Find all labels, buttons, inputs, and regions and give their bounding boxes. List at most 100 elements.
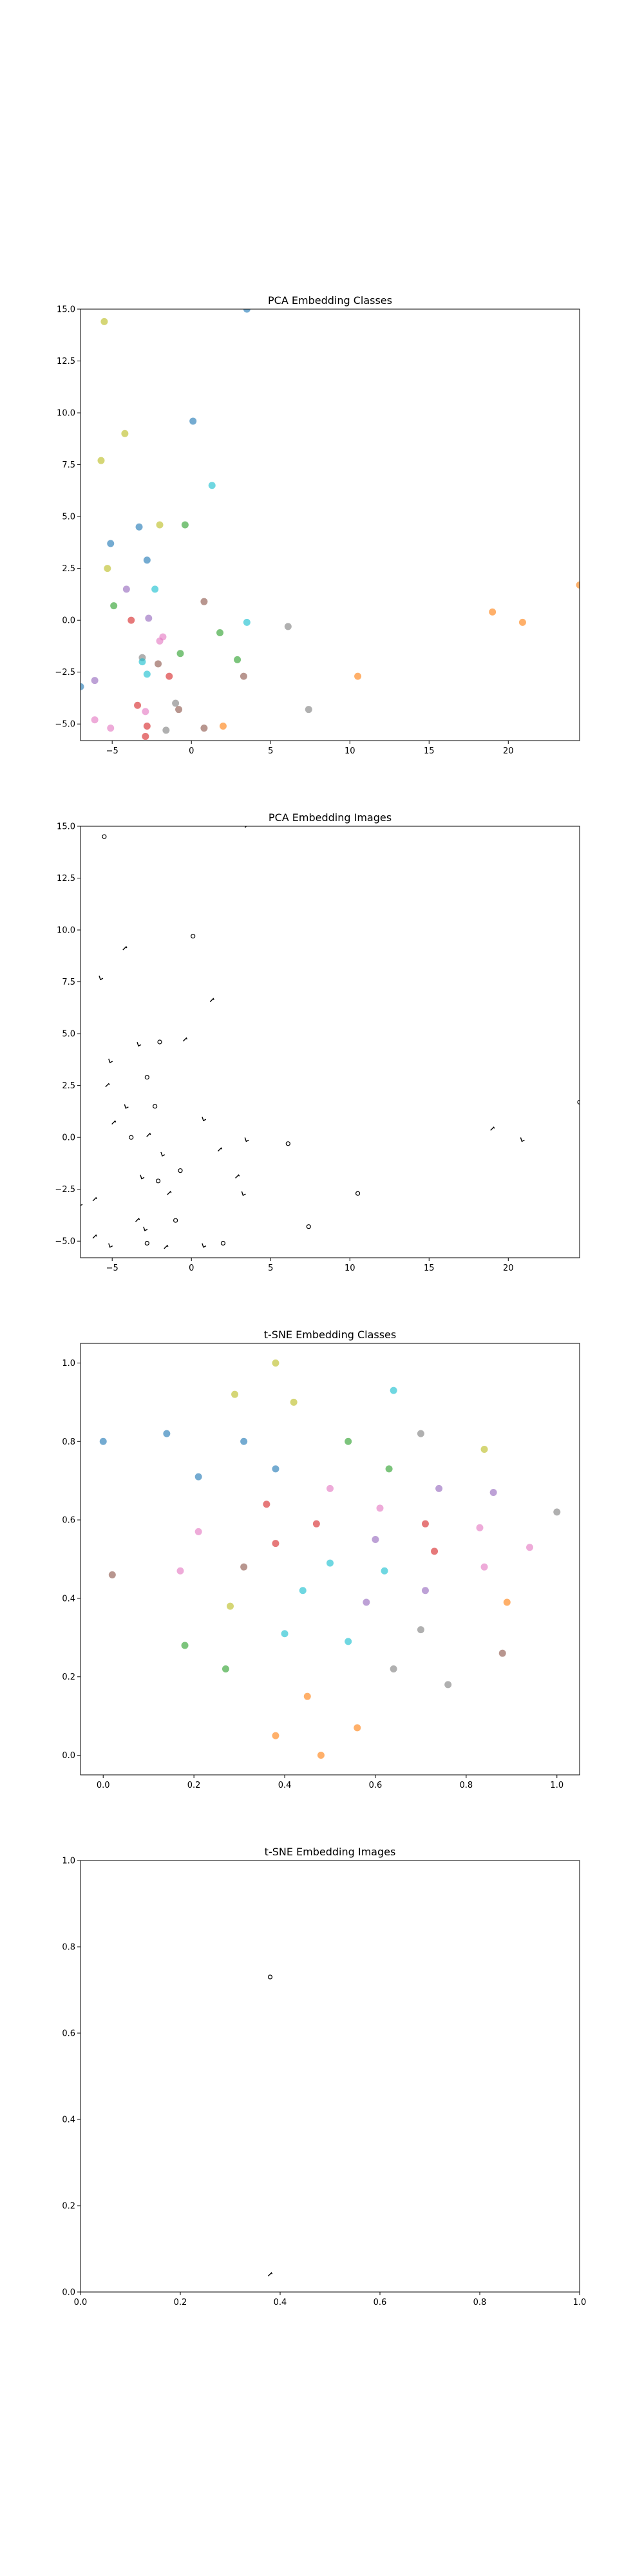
data-point bbox=[385, 1465, 393, 1473]
y-tick-label: 2.5 bbox=[62, 564, 75, 574]
data-point bbox=[208, 482, 216, 489]
data-point bbox=[303, 1692, 311, 1700]
y-tick-label: −5.0 bbox=[55, 1237, 75, 1247]
image-thumbnail-point bbox=[490, 1126, 495, 1131]
y-tick-label: −5.0 bbox=[55, 720, 75, 730]
data-point bbox=[143, 722, 151, 730]
data-point bbox=[121, 430, 129, 437]
data-point bbox=[128, 616, 135, 624]
data-point bbox=[390, 1665, 397, 1673]
image-thumbnail-point bbox=[105, 1083, 110, 1088]
data-point bbox=[317, 1752, 325, 1759]
data-point bbox=[272, 1540, 279, 1548]
y-tick-label: 15.0 bbox=[57, 822, 75, 832]
x-tick-label: 0 bbox=[189, 1264, 194, 1273]
data-point bbox=[143, 670, 151, 678]
data-point bbox=[122, 585, 130, 593]
image-thumbnail-point bbox=[355, 1191, 361, 1196]
image-thumbnail-point bbox=[235, 1174, 240, 1179]
image-thumbnail-point bbox=[202, 1116, 207, 1122]
y-tick-label: 15.0 bbox=[57, 305, 75, 315]
data-point bbox=[376, 1504, 384, 1512]
data-point bbox=[299, 1587, 307, 1595]
data-point bbox=[480, 1445, 488, 1453]
data-point bbox=[489, 608, 497, 616]
data-point bbox=[222, 1665, 229, 1673]
data-point bbox=[107, 540, 115, 547]
data-point bbox=[200, 724, 208, 732]
points bbox=[267, 1975, 273, 2277]
data-point bbox=[176, 650, 184, 658]
chart-title: PCA Embedding Images bbox=[269, 811, 392, 824]
chart-title: t-SNE Embedding Classes bbox=[264, 1329, 396, 1341]
data-point bbox=[172, 699, 180, 707]
data-point bbox=[243, 309, 251, 313]
data-point bbox=[145, 614, 153, 622]
image-thumbnail-point bbox=[144, 1240, 149, 1246]
data-point bbox=[243, 618, 251, 626]
data-point bbox=[417, 1430, 424, 1437]
image-thumbnail-point bbox=[153, 1104, 158, 1109]
axes-frame bbox=[80, 1860, 580, 2293]
data-point bbox=[194, 1528, 202, 1535]
data-point bbox=[176, 1567, 184, 1575]
image-thumbnail-point bbox=[122, 945, 128, 951]
y-tick-label: 0.6 bbox=[62, 2029, 75, 2039]
data-point bbox=[189, 417, 197, 425]
x-tick-label: 0.0 bbox=[74, 2298, 88, 2307]
image-thumbnail-point bbox=[178, 1168, 183, 1173]
y-tick-label: 7.5 bbox=[62, 978, 75, 987]
data-point bbox=[345, 1638, 352, 1645]
data-point bbox=[97, 457, 105, 464]
x-tick-label: 0.0 bbox=[97, 1781, 110, 1790]
x-tick-label: 15 bbox=[424, 1264, 435, 1273]
image-thumbnail-point bbox=[202, 1243, 207, 1248]
image-thumbnail-point bbox=[124, 1104, 129, 1109]
data-point bbox=[194, 1473, 202, 1481]
data-point bbox=[444, 1681, 452, 1689]
data-point bbox=[231, 1390, 239, 1398]
y-tick-label: 12.5 bbox=[57, 874, 75, 884]
chart-title: PCA Embedding Classes bbox=[268, 294, 392, 307]
image-thumbnail-point bbox=[108, 1243, 113, 1248]
y-tick-label: 12.5 bbox=[57, 357, 75, 366]
chart-panel-4: t-SNE Embedding Images 0.0 0.2 0.4 0.6 0.8 1.0… bbox=[62, 1846, 586, 2307]
image-thumbnail-point bbox=[157, 1039, 162, 1045]
data-point bbox=[216, 629, 224, 636]
data-point bbox=[372, 1536, 379, 1544]
data-point bbox=[489, 1488, 497, 1496]
data-point bbox=[80, 683, 84, 690]
data-point bbox=[155, 660, 162, 668]
x-tick-label: 0.8 bbox=[473, 2298, 487, 2307]
image-thumbnail-point bbox=[220, 1240, 226, 1246]
axes-frame bbox=[80, 826, 580, 1258]
y-tick-label: 0.6 bbox=[62, 1516, 75, 1526]
data-point bbox=[576, 581, 580, 589]
chart-title: t-SNE Embedding Images bbox=[265, 1846, 396, 1858]
data-point bbox=[162, 726, 170, 734]
image-thumbnail-point bbox=[140, 1175, 145, 1180]
y-tick-label: −2.5 bbox=[55, 668, 75, 677]
x-tick-label: 1.0 bbox=[550, 1781, 564, 1790]
data-point bbox=[163, 1430, 171, 1437]
data-point bbox=[390, 1387, 397, 1394]
data-point bbox=[151, 585, 159, 593]
y-tick-label: 0.2 bbox=[62, 1672, 75, 1682]
y-tick-label: 0.8 bbox=[62, 1943, 75, 1953]
image-thumbnail-point bbox=[99, 975, 104, 981]
data-point bbox=[327, 1559, 334, 1567]
data-point bbox=[138, 658, 146, 666]
chart-panel-2: PCA Embedding Images −5 0 5 10 15 20 −5.0 −2.5 0.… bbox=[55, 811, 580, 1273]
data-point bbox=[175, 706, 183, 714]
data-point bbox=[227, 1602, 234, 1610]
data-point bbox=[91, 716, 99, 724]
y-tick-label: 0.8 bbox=[62, 1437, 75, 1447]
data-point bbox=[518, 618, 526, 626]
image-thumbnail-point bbox=[267, 1975, 273, 1980]
image-thumbnail-point bbox=[164, 1244, 169, 1249]
data-point bbox=[272, 1359, 279, 1367]
image-thumbnail-point bbox=[144, 1075, 149, 1080]
image-thumbnail-point bbox=[191, 934, 196, 939]
x-tick-label: 0 bbox=[189, 746, 194, 756]
